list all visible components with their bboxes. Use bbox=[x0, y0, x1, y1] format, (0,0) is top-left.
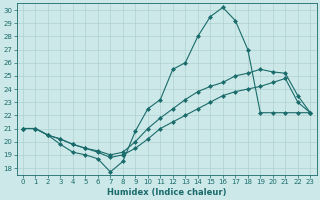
X-axis label: Humidex (Indice chaleur): Humidex (Indice chaleur) bbox=[107, 188, 226, 197]
